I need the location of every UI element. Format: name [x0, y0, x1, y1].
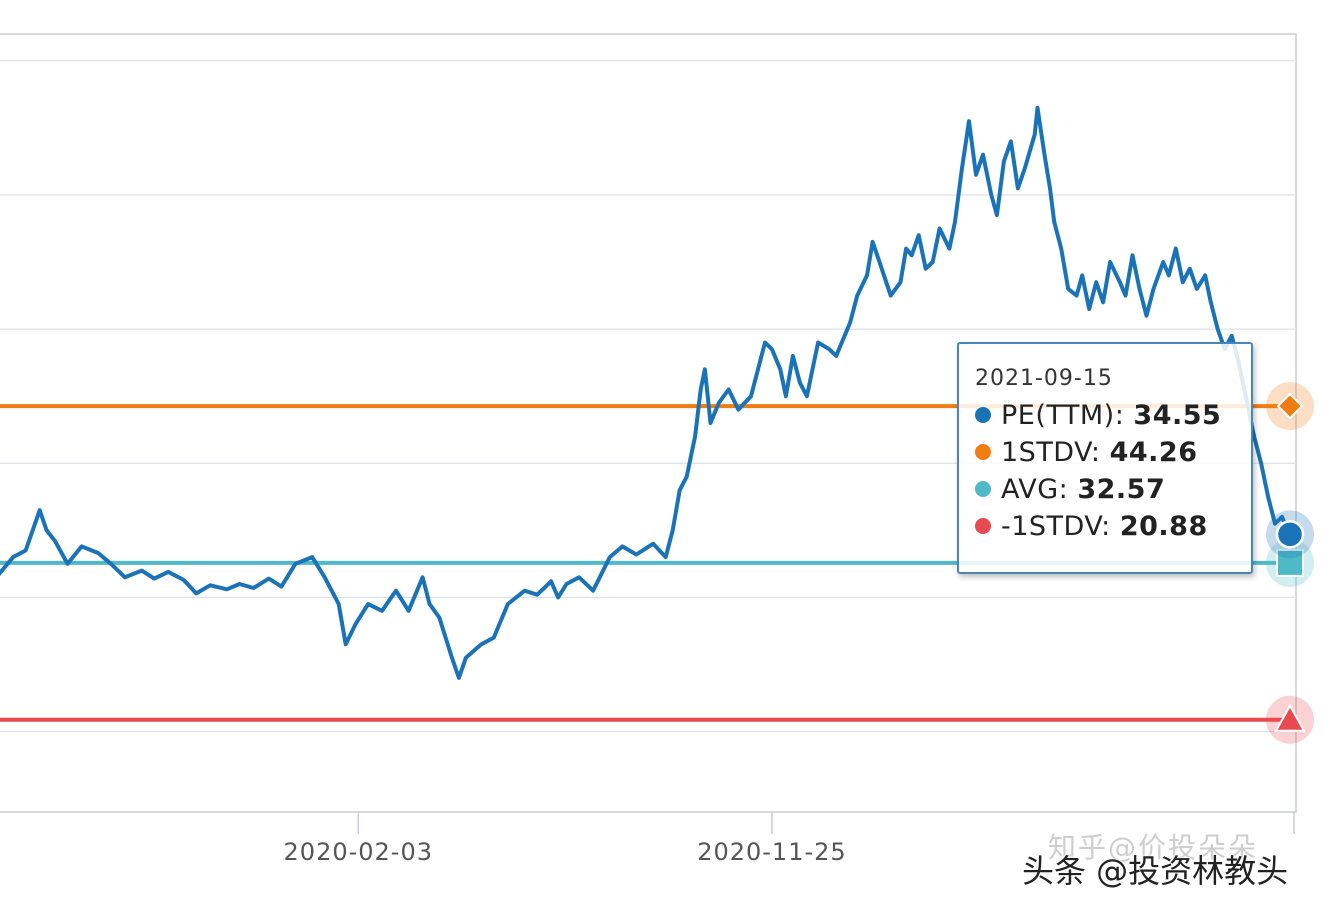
- tooltip-row-1stdv: 1STDV: 44.26: [975, 434, 1251, 471]
- x-tick-label: 2020-02-03: [284, 838, 433, 866]
- diamond-marker-icon: [1276, 392, 1304, 420]
- tooltip-row-pe: PE(TTM): 34.55: [975, 397, 1251, 434]
- avg-legend-dot-icon: [975, 480, 991, 497]
- tooltip-value: 34.55: [1133, 400, 1222, 431]
- chart-tooltip: 2021-09-15 PE(TTM): 34.55 1STDV: 44.26 A…: [957, 342, 1253, 574]
- tooltip-label: 1STDV:: [1001, 437, 1101, 468]
- pe-point-marker-icon: [1275, 520, 1305, 549]
- tooltip-date: 2021-09-15: [975, 366, 1113, 391]
- pe-ttm-line: [0, 105, 1291, 680]
- stdv-plus-legend-dot-icon: [975, 443, 991, 460]
- triangle-marker-icon: [1274, 703, 1306, 732]
- tooltip-row-avg: AVG: 32.57: [975, 471, 1251, 508]
- x-tick-label: 2020-11-25: [697, 838, 846, 866]
- watermark-faint: 知乎@价投朵朵: [1048, 831, 1259, 864]
- tooltip-row-minus-1stdv: -1STDV: 20.88: [975, 508, 1251, 545]
- tooltip-value: 32.57: [1077, 474, 1166, 505]
- tooltip-label: AVG:: [1001, 474, 1069, 505]
- pe-legend-dot-icon: [975, 406, 991, 423]
- square-marker-icon: [1276, 548, 1304, 577]
- watermark-main: 头条 @投资林教头: [1022, 852, 1289, 890]
- stdv-minus-legend-dot-icon: [975, 517, 991, 534]
- tooltip-label: -1STDV:: [1001, 511, 1111, 542]
- tooltip-label: PE(TTM):: [1001, 400, 1125, 431]
- plot-frame: [0, 33, 1297, 813]
- tooltip-value: 20.88: [1119, 511, 1208, 542]
- tooltip-value: 44.26: [1109, 437, 1198, 468]
